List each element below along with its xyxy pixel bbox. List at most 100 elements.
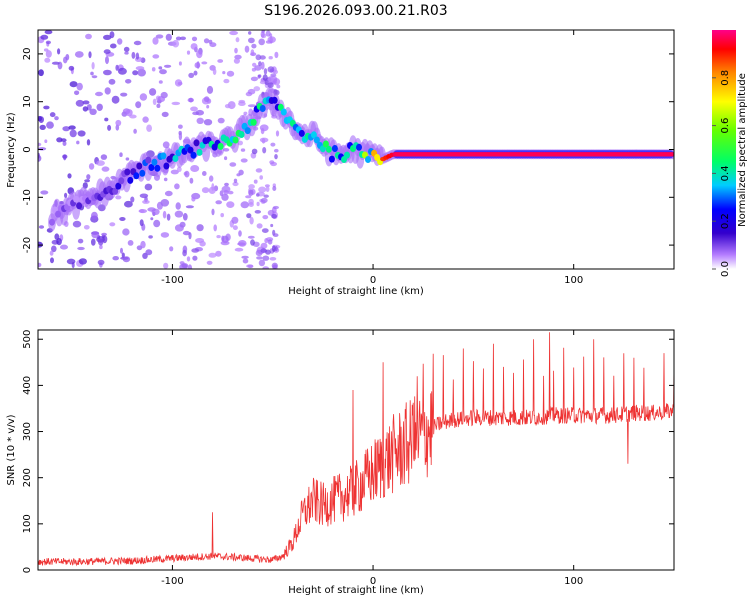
colorbar-ticks: 0.0 0.2 0.4 0.6 0.8 [712, 70, 731, 277]
noise-blob [62, 141, 67, 146]
noise-blob [111, 95, 120, 104]
noise-blob [258, 259, 266, 267]
noise-blob [38, 154, 42, 162]
noise-blob [251, 67, 256, 72]
noise-blob [211, 208, 215, 216]
ridge-point [259, 105, 266, 112]
ridge-point [118, 177, 125, 185]
noise-blob [117, 67, 127, 75]
ridge-point [55, 210, 62, 218]
noise-blob [186, 256, 191, 262]
noise-blob [46, 121, 54, 129]
noise-blob [216, 235, 221, 239]
noise-blob [122, 256, 131, 263]
noise-blob [190, 43, 198, 50]
noise-blob [201, 61, 208, 65]
noise-blob [95, 91, 103, 97]
noise-blob [267, 239, 273, 245]
colorbar-label: Normalized spectral amplitude [737, 73, 748, 227]
noise-blob [137, 68, 146, 77]
noise-blob [103, 34, 112, 41]
noise-blob [135, 66, 145, 71]
noise-blob [132, 70, 139, 76]
noise-blob [234, 247, 244, 252]
spectrogram-xtick-label: 0 [370, 275, 376, 286]
noise-blob [49, 250, 54, 256]
noise-blob [232, 181, 239, 187]
noise-blob [215, 250, 222, 257]
noise-blob [221, 235, 225, 242]
noise-blob [100, 154, 108, 160]
noise-blob [235, 37, 240, 43]
noise-blob [251, 43, 257, 49]
noise-blob [221, 185, 231, 193]
noise-blob [251, 148, 258, 155]
noise-blob [50, 257, 54, 264]
noise-blob [125, 157, 130, 161]
noise-blob [260, 128, 265, 135]
noise-blob [86, 139, 91, 146]
ridge-point [271, 96, 278, 104]
noise-blob [268, 56, 273, 60]
noise-blob [258, 74, 262, 78]
noise-blob [215, 200, 222, 205]
noise-blob [206, 104, 210, 109]
noise-blob [192, 111, 200, 116]
noise-blob [264, 238, 269, 244]
noise-blob [270, 142, 276, 147]
noise-blob [115, 195, 122, 200]
noise-blob [63, 154, 67, 161]
noise-blob [212, 68, 217, 75]
noise-blob [74, 90, 80, 96]
noise-blob [226, 70, 235, 77]
noise-blob [121, 252, 125, 258]
noise-blob [91, 238, 96, 246]
noise-blob [109, 31, 115, 39]
noise-blob [191, 248, 200, 253]
noise-blob [203, 119, 213, 126]
noise-blob [231, 216, 239, 224]
snr-ytick-label: 400 [22, 376, 33, 395]
noise-blob [133, 40, 142, 46]
noise-blob [254, 210, 261, 214]
ridge-point [160, 152, 167, 160]
noise-blob [275, 130, 280, 137]
noise-blob [76, 140, 80, 145]
noise-blob [263, 194, 269, 198]
noise-blob [178, 132, 183, 141]
noise-blob [178, 124, 183, 129]
noise-blob [125, 109, 133, 117]
colorbar-tick-label: 0.4 [720, 165, 731, 181]
noise-blob [261, 228, 269, 234]
noise-blob [117, 38, 123, 45]
noise-blob [194, 62, 201, 69]
noise-blob [43, 48, 49, 52]
noise-blob [91, 231, 100, 239]
noise-blob [189, 177, 194, 184]
ridge-point [232, 136, 239, 144]
noise-blob [217, 117, 225, 124]
noise-blob [253, 179, 258, 184]
noise-blob [274, 148, 279, 153]
noise-blob [135, 101, 142, 109]
figure-title: S196.2026.093.00.21.R03 [264, 3, 447, 19]
ridge-point [112, 187, 119, 195]
noise-blob [180, 36, 186, 41]
noise-blob [240, 201, 250, 209]
noise-blob [243, 111, 248, 116]
ridge-band-core [393, 152, 674, 157]
noise-blob [150, 217, 154, 221]
noise-blob [222, 148, 230, 152]
noise-blob [75, 99, 85, 107]
noise-blob [182, 213, 188, 221]
noise-blob [182, 230, 191, 236]
ridge-point [322, 140, 329, 148]
noise-blob [38, 142, 42, 147]
noise-blob [174, 183, 180, 190]
noise-blob [174, 210, 184, 218]
noise-blob [64, 192, 68, 198]
colorbar-tick-label: 0.8 [720, 70, 731, 86]
snr-marks [38, 332, 674, 567]
spectrogram-xtick-label: 100 [564, 275, 583, 286]
noise-blob [270, 73, 277, 77]
